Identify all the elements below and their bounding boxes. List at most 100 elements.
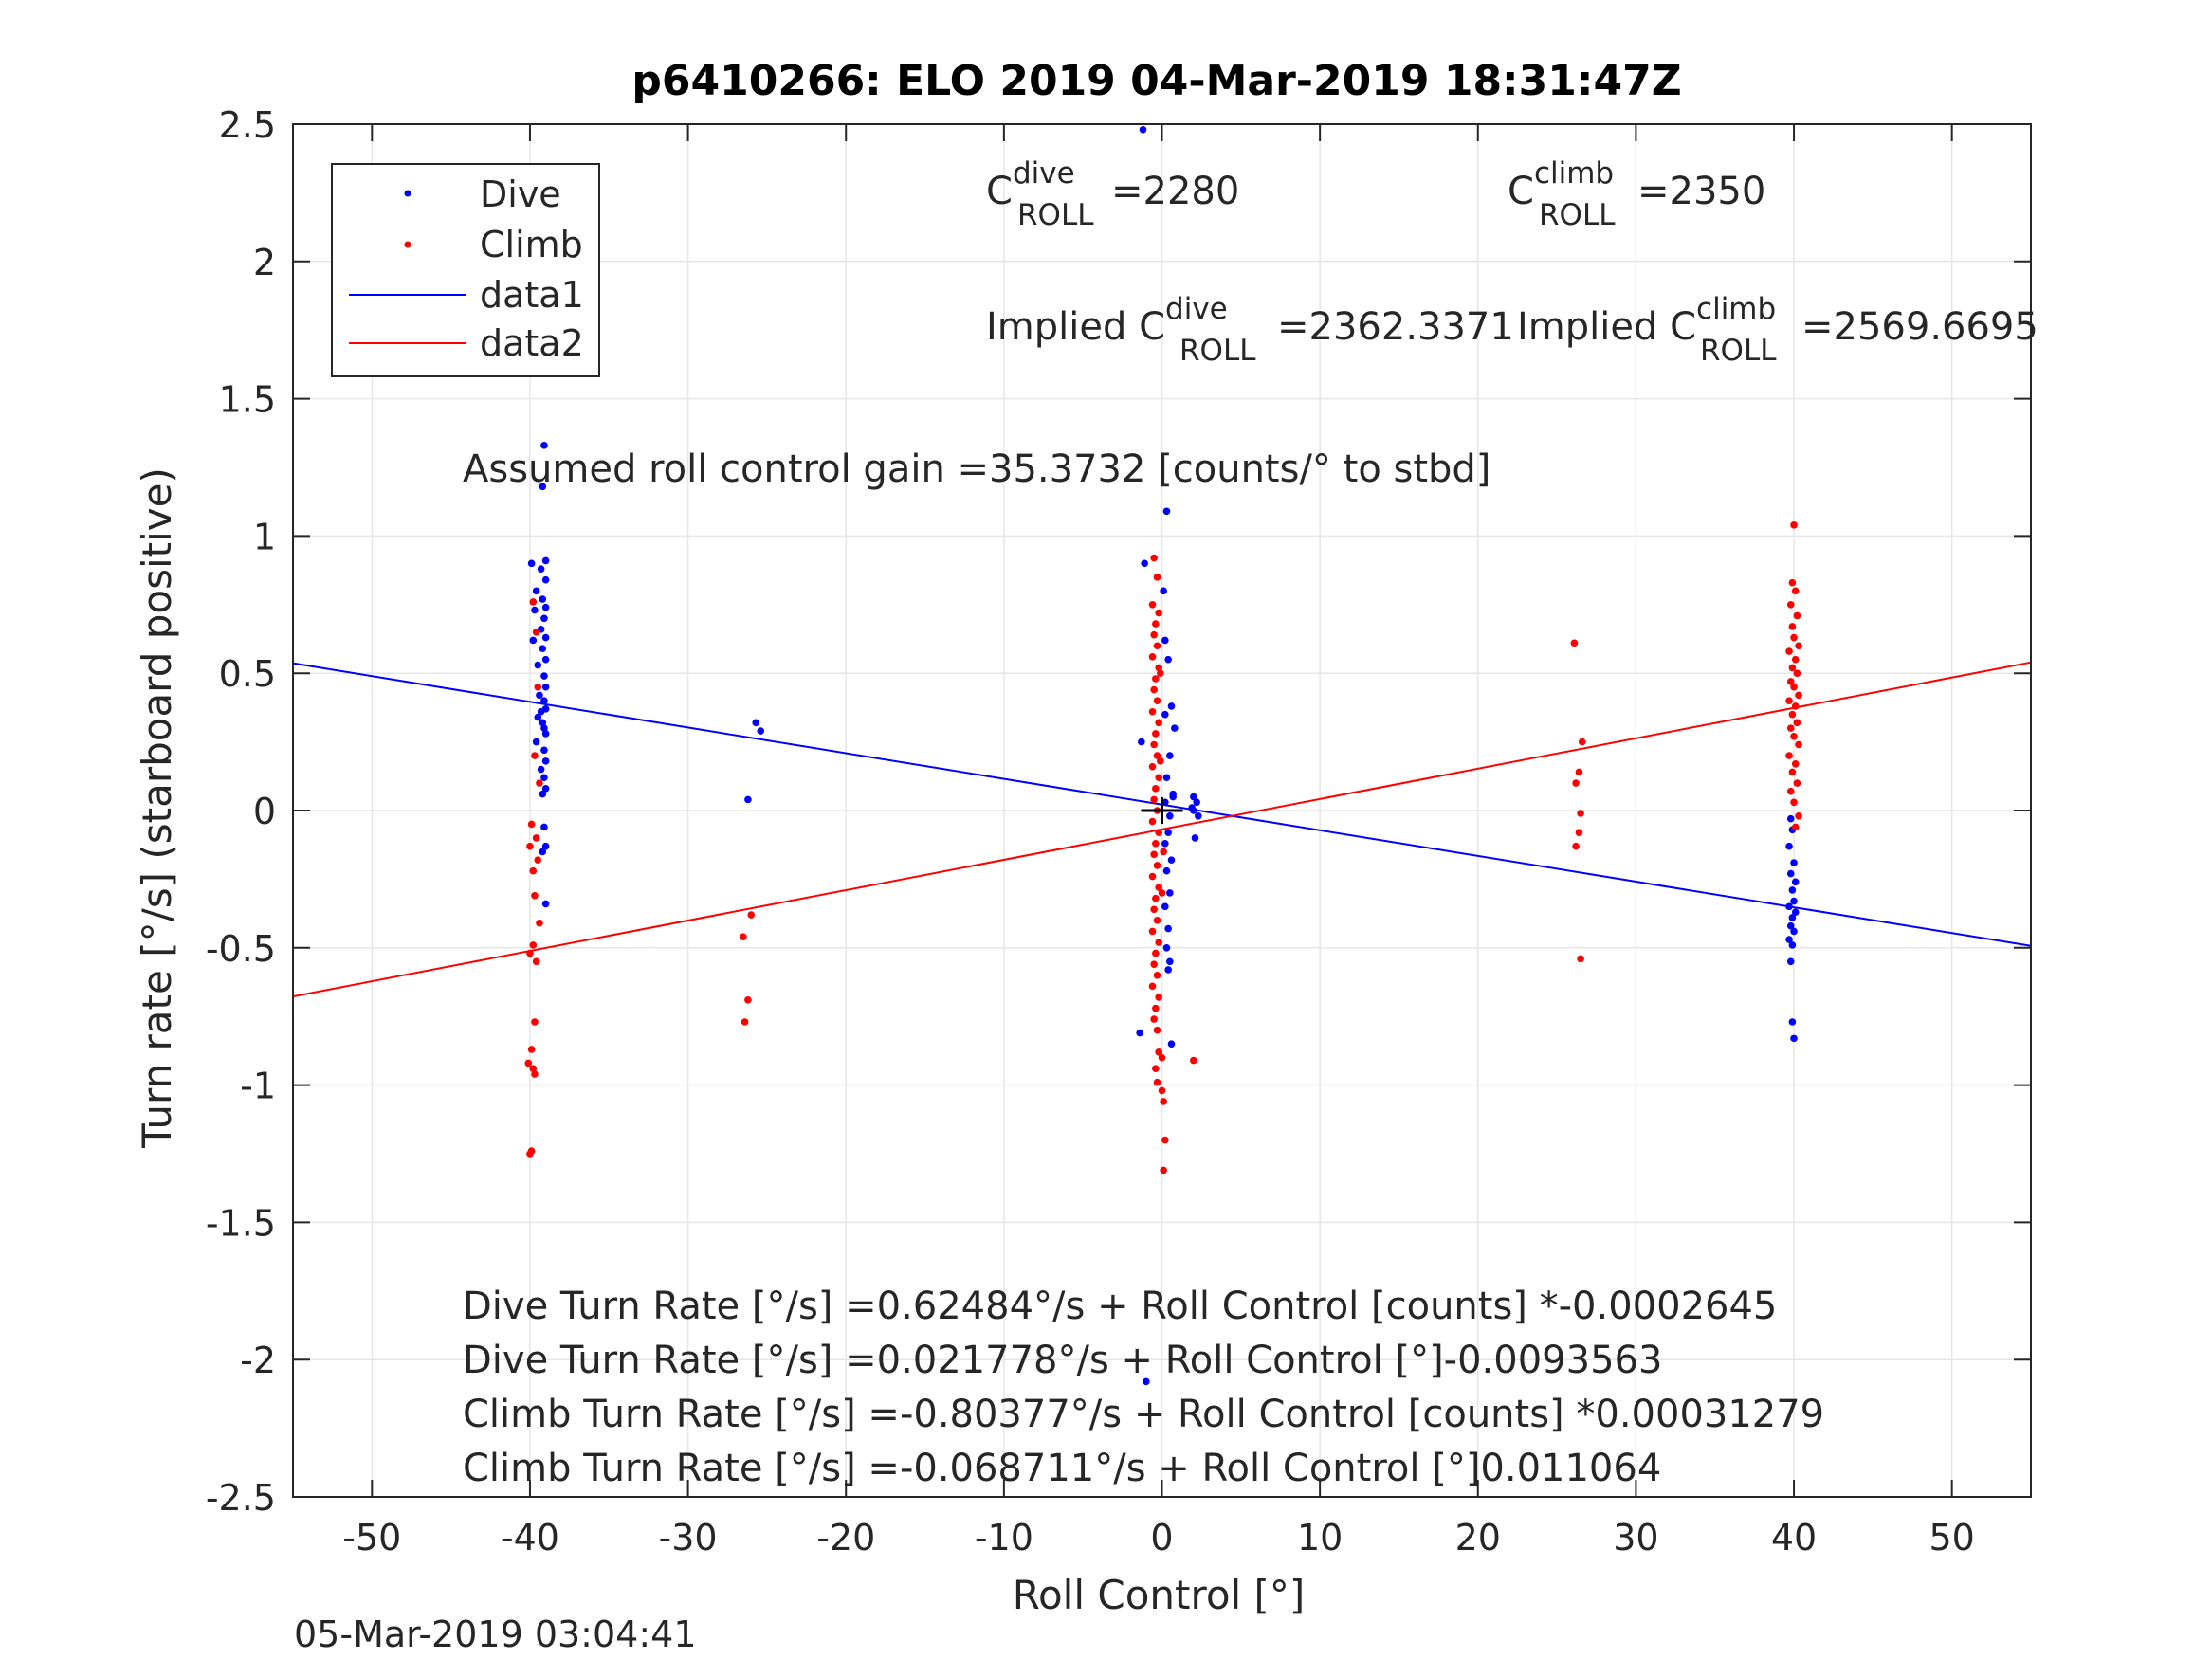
climb-point	[1160, 848, 1167, 856]
climb-point	[1152, 675, 1160, 683]
climb-point	[1155, 1048, 1162, 1056]
climb-point	[1577, 955, 1584, 963]
implied-dive-sup: dive	[1165, 292, 1228, 326]
climb-point	[1155, 884, 1162, 891]
climb-point	[1152, 730, 1160, 738]
series-dive	[527, 125, 1800, 1386]
dive-point	[1790, 927, 1798, 936]
climb-point	[1785, 647, 1793, 655]
y-tick-label: 2	[253, 242, 276, 283]
climb-point	[531, 1070, 539, 1078]
climb-point	[1150, 1015, 1158, 1023]
climb-point	[1788, 710, 1797, 719]
dive-point	[1786, 921, 1795, 930]
climb-point	[1153, 574, 1161, 581]
dive-point	[1139, 125, 1147, 134]
dive-point	[540, 823, 548, 831]
dive-equation-degrees: Dive Turn Rate [°/s] =0.021778°/s + Roll…	[463, 1339, 1662, 1382]
dive-point	[757, 727, 765, 735]
climb-point	[1152, 620, 1160, 628]
dive-point	[541, 757, 550, 765]
climb-point	[1786, 601, 1795, 609]
climb-point	[1790, 633, 1798, 642]
climb-point	[1155, 829, 1162, 836]
climb-point	[526, 1150, 534, 1158]
climb-point	[1160, 1166, 1167, 1175]
climb-point	[1153, 642, 1161, 650]
climb-point	[1795, 811, 1802, 820]
climb-point	[1150, 960, 1158, 968]
climb-point	[1158, 1086, 1166, 1095]
dive-point	[541, 842, 550, 850]
y-tick-label: -1	[240, 1066, 276, 1107]
climb-point	[1791, 823, 1800, 831]
climb-point	[1578, 738, 1586, 746]
dive-point	[1161, 636, 1169, 645]
climb-point	[740, 933, 747, 941]
dive-point	[527, 559, 536, 568]
climb-point	[1148, 707, 1157, 716]
dive-point	[1167, 1040, 1176, 1048]
dive-point	[1141, 559, 1148, 568]
climb-point	[1575, 829, 1583, 836]
climb-point	[1788, 623, 1797, 630]
zero-crosshair	[1141, 797, 1183, 824]
climb-point	[1791, 702, 1800, 710]
dive-point	[531, 606, 539, 614]
y-tick-label: 2.5	[219, 104, 276, 146]
climb-point	[1790, 683, 1798, 691]
dive-point	[541, 785, 550, 793]
dive-point	[1791, 908, 1800, 916]
dive-point	[539, 848, 547, 856]
dive-point	[537, 707, 545, 716]
c-climb-base: C	[1508, 170, 1534, 213]
dive-point	[532, 587, 540, 595]
dive-point	[1160, 587, 1167, 595]
legend-data1-label: data1	[480, 274, 584, 316]
climb-point	[1148, 653, 1157, 661]
dive-point	[529, 636, 538, 645]
x-tick-label: 0	[1150, 1517, 1173, 1559]
dive-point	[540, 774, 548, 782]
climb-point	[1577, 810, 1584, 817]
dive-point	[1162, 507, 1171, 516]
dive-point	[1164, 966, 1172, 974]
dive-point	[1167, 702, 1176, 710]
climb-point	[1786, 724, 1795, 732]
dive-point	[540, 442, 548, 449]
legend-dive-label: Dive	[480, 173, 561, 215]
climb-point	[1793, 611, 1801, 620]
series-climb	[524, 521, 1802, 1175]
climb-point	[531, 891, 539, 900]
dive-point	[534, 661, 542, 669]
climb-point	[529, 1065, 538, 1073]
legend-box	[331, 163, 600, 377]
c-dive-base: C	[986, 170, 1013, 213]
climb-point	[1161, 1136, 1169, 1144]
y-tick-label: 1.5	[219, 379, 276, 421]
climb-point	[1793, 719, 1801, 727]
dive-point	[1166, 889, 1174, 897]
climb-point	[1152, 894, 1160, 902]
dive-point	[541, 655, 550, 664]
implied-climb-sub: ROLL	[1700, 334, 1777, 368]
x-tick-label: -40	[501, 1517, 559, 1559]
climb-point	[1785, 752, 1793, 759]
dive-point	[1161, 839, 1169, 848]
climb-point	[1795, 642, 1802, 650]
climb-point	[1153, 971, 1161, 979]
climb-point	[1153, 1078, 1161, 1086]
climb-point	[1788, 664, 1797, 672]
climb-point	[529, 941, 538, 949]
dive-point	[539, 645, 547, 652]
dive-point	[1788, 941, 1797, 949]
x-tick-label: -10	[975, 1517, 1033, 1559]
dive-point	[1786, 957, 1795, 966]
legend-data2-label: data2	[480, 322, 584, 364]
climb-point	[747, 911, 756, 919]
dive-point	[1161, 710, 1169, 719]
dive-point	[752, 719, 760, 727]
footer-timestamp: 05-Mar-2019 03:04:41	[294, 1613, 697, 1655]
